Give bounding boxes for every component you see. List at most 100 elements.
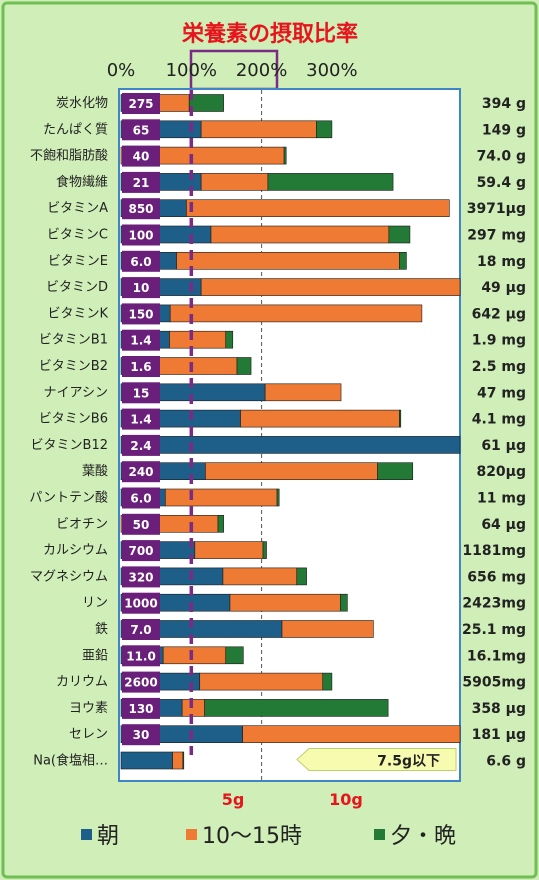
row-18: マグネシウム 320 656 mg: [30, 566, 526, 588]
intake-amount: 1181mg: [462, 543, 526, 559]
bar-segment-夕・晩: [399, 409, 402, 428]
row-16: ビオチン 50 64 μg: [56, 513, 526, 535]
intake-amount: 16.1mg: [467, 648, 526, 664]
category-label: ビタミンB6: [39, 412, 108, 427]
reference-value-box: [122, 171, 160, 193]
category-label: ビタミンB1: [39, 333, 108, 348]
reference-value: 2.4: [130, 439, 151, 453]
category-label: ビタミンB2: [39, 359, 108, 374]
row-10: ビタミンB2 1.6 2.5 mg: [39, 356, 526, 377]
bar-segment-10〜15時: [242, 725, 461, 744]
row-4: ビタミンA 850 3971μg: [47, 198, 526, 220]
salt-tick-label: 10g: [329, 790, 363, 809]
bar-segment-10〜15時: [210, 225, 390, 244]
reference-value: 2600: [124, 676, 157, 690]
row-12: ビタミンB6 1.4 4.1 mg: [39, 408, 526, 430]
legend-label: 10〜15時: [202, 824, 302, 849]
row-21: 亜鉛 11.0 16.1mg: [82, 645, 526, 667]
category-label: ビタミンK: [47, 306, 108, 321]
reference-value-box: [122, 697, 160, 719]
bar-segment-夕・晩: [377, 462, 414, 481]
intake-amount: 61 μg: [481, 438, 526, 454]
bar-segment-夕・晩: [276, 488, 280, 507]
intake-amount: 3971μg: [467, 201, 526, 217]
category-label: リン: [82, 596, 108, 611]
intake-amount: 5905mg: [462, 675, 526, 691]
reference-value-box: [122, 671, 160, 693]
bar-segment-10〜15時: [240, 409, 400, 428]
bar-segment-10〜15時: [200, 173, 269, 191]
reference-value: 1000: [124, 597, 157, 611]
x-tick-label: 200%: [236, 60, 287, 81]
category-label: ビタミンD: [46, 280, 108, 295]
reference-value-box: [122, 93, 160, 114]
reference-value-box: [122, 303, 160, 325]
reference-value-box: [122, 382, 160, 404]
salt-limit-label: 7.5g以下: [377, 754, 440, 770]
bar-segment-10〜15時: [172, 751, 184, 770]
category-label: カルシウム: [43, 543, 108, 558]
category-label: ビタミンA: [47, 201, 108, 216]
row-19: リン 1000 2423mg: [82, 592, 526, 614]
row-11: ナイアシン 15 47 mg: [44, 382, 526, 404]
reference-value-box: [122, 566, 160, 588]
intake-amount: 64 μg: [481, 517, 526, 533]
bar-segment-夕・晩: [225, 330, 234, 349]
row-17: カルシウム 700 1181mg: [43, 540, 526, 562]
category-label: ビタミンC: [47, 228, 108, 243]
bar-segment-10〜15時: [281, 620, 374, 638]
bar-segment-10〜15時: [169, 304, 423, 323]
reference-value: 10: [133, 281, 150, 295]
bar-segment-夕・晩: [182, 751, 185, 770]
reference-value-box: [122, 645, 160, 667]
category-label: ヨウ素: [69, 701, 108, 716]
row-13: ビタミンB12 2.4 61 μg: [31, 434, 526, 456]
bar-segment-10〜15時: [194, 541, 264, 559]
bar-segment-夕・晩: [188, 94, 224, 112]
intake-amount: 47 mg: [477, 385, 526, 401]
bar-segment-10〜15時: [205, 462, 378, 481]
row-22: カリウム 2600 5905mg: [56, 671, 526, 693]
legend-label: 夕・晩: [390, 824, 456, 849]
legend-swatch: [374, 829, 385, 840]
category-label: セレン: [69, 727, 108, 742]
reference-value: 50: [133, 518, 150, 532]
bar-segment-10〜15時: [176, 252, 400, 270]
category-label: ナイアシン: [44, 385, 108, 400]
bar-segment-夕・晩: [236, 357, 252, 375]
salt-tick-label: 5g: [222, 790, 245, 809]
x-tick-label: 100%: [166, 60, 217, 81]
category-label: マグネシウム: [30, 569, 108, 584]
legend-label: 朝: [97, 824, 119, 849]
x-tick-label: 300%: [306, 60, 357, 81]
bar-segment-夕・晩: [262, 541, 267, 559]
row-24: セレン 30 181 μg: [69, 724, 526, 746]
bar-segment-夕・晩: [283, 146, 287, 165]
reference-value: 7.0: [130, 623, 151, 637]
row-6: ビタミンE 6.0 18 mg: [48, 250, 526, 272]
bar-segment-10〜15時: [199, 672, 324, 691]
reference-value-box: [122, 356, 160, 377]
intake-amount: 74.0 g: [477, 149, 526, 165]
bar-segment-夕・晩: [388, 225, 411, 244]
reference-value-box: [122, 145, 160, 167]
legend-swatch: [81, 829, 92, 840]
category-label: パントテン酸: [29, 491, 108, 506]
reference-value: 100: [128, 229, 153, 243]
row-14: 葉酸 240 820μg: [82, 461, 526, 483]
intake-amount: 6.6 g: [486, 754, 526, 770]
reference-value: 130: [128, 702, 153, 716]
reference-value: 1.4: [130, 413, 151, 427]
reference-value: 15: [133, 386, 150, 400]
reference-value: 850: [128, 202, 153, 216]
reference-value-box: [122, 250, 160, 272]
reference-value: 65: [133, 123, 150, 137]
reference-value-box: [122, 619, 160, 640]
bar-segment-10〜15時: [229, 593, 341, 612]
reference-value: 21: [133, 176, 150, 190]
chart-title: 栄養素の摂取比率: [181, 21, 358, 47]
bar-segment-10〜15時: [222, 567, 298, 586]
salt-limit-arrow: [296, 748, 457, 771]
